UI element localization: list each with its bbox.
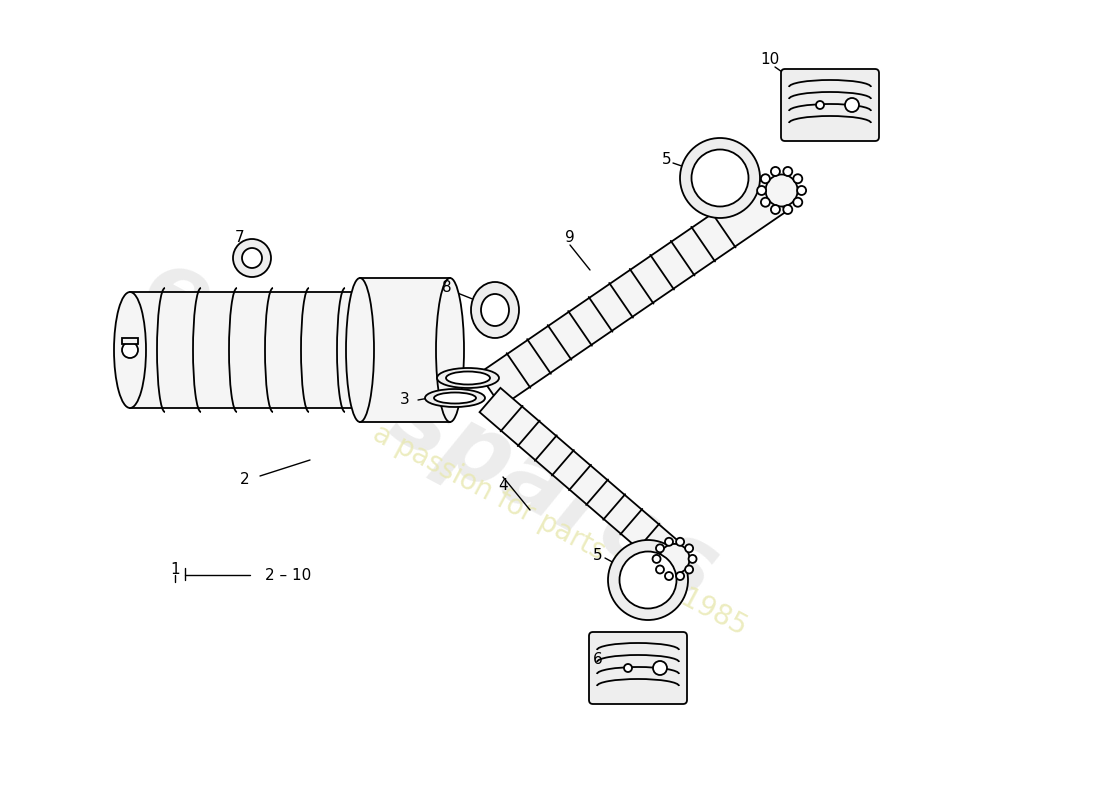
Ellipse shape bbox=[608, 540, 688, 620]
Ellipse shape bbox=[346, 278, 374, 422]
Text: 7: 7 bbox=[235, 230, 245, 246]
Text: 5: 5 bbox=[662, 153, 672, 167]
Polygon shape bbox=[122, 338, 138, 344]
Ellipse shape bbox=[771, 167, 780, 176]
Ellipse shape bbox=[757, 186, 766, 195]
FancyBboxPatch shape bbox=[781, 69, 879, 141]
Ellipse shape bbox=[425, 389, 485, 407]
Ellipse shape bbox=[471, 282, 519, 338]
Ellipse shape bbox=[793, 174, 802, 183]
Text: 1: 1 bbox=[170, 562, 179, 578]
Ellipse shape bbox=[652, 555, 660, 563]
Text: 5: 5 bbox=[593, 547, 603, 562]
Text: 2: 2 bbox=[240, 473, 250, 487]
Text: 2 – 10: 2 – 10 bbox=[265, 567, 311, 582]
Ellipse shape bbox=[798, 186, 806, 195]
Ellipse shape bbox=[692, 150, 748, 206]
Ellipse shape bbox=[845, 98, 859, 112]
Text: 6: 6 bbox=[593, 653, 603, 667]
FancyBboxPatch shape bbox=[588, 632, 688, 704]
Ellipse shape bbox=[666, 572, 673, 580]
Ellipse shape bbox=[680, 138, 760, 218]
Ellipse shape bbox=[242, 248, 262, 268]
Text: 4: 4 bbox=[498, 478, 508, 493]
Ellipse shape bbox=[783, 205, 792, 214]
Ellipse shape bbox=[766, 174, 797, 206]
Ellipse shape bbox=[660, 544, 690, 574]
Ellipse shape bbox=[437, 368, 499, 388]
Ellipse shape bbox=[233, 239, 271, 277]
Ellipse shape bbox=[481, 294, 509, 326]
Ellipse shape bbox=[656, 544, 664, 552]
Ellipse shape bbox=[666, 538, 673, 546]
Ellipse shape bbox=[793, 198, 802, 206]
Ellipse shape bbox=[656, 566, 664, 574]
Ellipse shape bbox=[771, 205, 780, 214]
Ellipse shape bbox=[624, 664, 632, 672]
Ellipse shape bbox=[816, 101, 824, 109]
Ellipse shape bbox=[619, 551, 676, 609]
Ellipse shape bbox=[676, 572, 684, 580]
Ellipse shape bbox=[436, 278, 464, 422]
Text: 8: 8 bbox=[442, 281, 452, 295]
Polygon shape bbox=[130, 292, 400, 408]
Ellipse shape bbox=[653, 661, 667, 675]
Ellipse shape bbox=[689, 555, 696, 563]
Ellipse shape bbox=[434, 393, 476, 403]
Text: 10: 10 bbox=[760, 53, 780, 67]
Ellipse shape bbox=[446, 371, 490, 385]
Text: euro-spares: euro-spares bbox=[128, 240, 733, 620]
Polygon shape bbox=[478, 178, 786, 406]
Ellipse shape bbox=[761, 174, 770, 183]
Polygon shape bbox=[480, 388, 681, 567]
Ellipse shape bbox=[685, 544, 693, 552]
Ellipse shape bbox=[761, 198, 770, 206]
Ellipse shape bbox=[114, 292, 146, 408]
Ellipse shape bbox=[783, 167, 792, 176]
Text: 9: 9 bbox=[565, 230, 575, 246]
Polygon shape bbox=[360, 278, 450, 422]
Ellipse shape bbox=[685, 566, 693, 574]
Ellipse shape bbox=[676, 538, 684, 546]
Ellipse shape bbox=[122, 342, 138, 358]
Text: 3: 3 bbox=[400, 393, 410, 407]
Text: a passion for parts since 1985: a passion for parts since 1985 bbox=[368, 419, 751, 641]
